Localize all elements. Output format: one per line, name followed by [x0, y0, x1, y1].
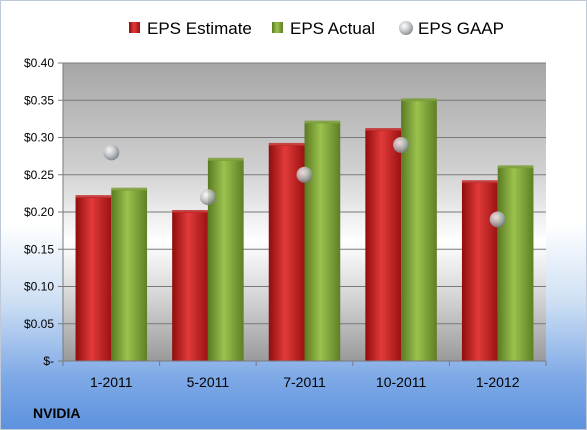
bar-eps-actual: [207, 159, 244, 361]
y-tick-label: $0.30: [24, 131, 54, 145]
y-tick-label: $0.40: [24, 56, 54, 70]
y-tick-label: $0.10: [24, 280, 54, 294]
company-label: NVIDIA: [33, 405, 80, 421]
legend-swatch-eps-gaap: [399, 21, 413, 35]
marker-eps-gaap: [393, 136, 410, 153]
marker-eps-gaap: [296, 166, 313, 183]
bar-top-eps-estimate: [75, 195, 112, 199]
legend: EPS Estimate EPS Actual EPS GAAP: [129, 19, 504, 38]
bar-top-eps-actual: [304, 120, 341, 124]
bar-top-eps-estimate: [172, 210, 208, 213]
x-tick-label: 5-2011: [187, 374, 230, 390]
x-tick-label: 7-2011: [283, 374, 326, 390]
legend-swatch-eps-actual: [272, 22, 283, 33]
bar-top-eps-actual: [111, 187, 148, 191]
bars-layer: [75, 98, 534, 361]
marker-eps-gaap: [489, 211, 506, 228]
marker-eps-gaap: [103, 144, 120, 161]
bar-top-eps-estimate: [461, 180, 498, 184]
y-tick-label: $0.35: [24, 93, 54, 107]
legend-swatch-eps-estimate: [129, 22, 140, 33]
legend-label-eps-estimate: EPS Estimate: [147, 19, 252, 38]
y-tick-label: $-: [43, 354, 54, 368]
x-tick-label: 1-2011: [90, 374, 133, 390]
x-tick-label: 1-2012: [476, 374, 520, 390]
legend-label-eps-gaap: EPS GAAP: [418, 19, 504, 38]
bar-eps-actual: [497, 167, 534, 361]
y-tick-label: $0.15: [24, 242, 54, 256]
bar-top-eps-actual: [497, 165, 534, 169]
bar-eps-estimate: [172, 212, 208, 361]
bar-top-eps-estimate: [365, 128, 402, 132]
bar-top-eps-estimate: [268, 142, 305, 146]
bar-eps-estimate: [75, 197, 112, 361]
bar-eps-actual: [111, 189, 148, 361]
bar-eps-estimate: [268, 144, 305, 361]
bar-top-eps-actual: [207, 157, 244, 161]
bar-eps-estimate: [365, 130, 402, 361]
y-axis: $- $0.05 $0.10 $0.15 $0.20 $0.25 $0.30 $0.35 $0.…: [24, 56, 64, 368]
y-tick-label: $0.05: [24, 317, 54, 331]
bar-eps-estimate: [461, 182, 498, 361]
x-tick-label: 10-2011: [376, 374, 427, 390]
x-axis: 1-2011 5-2011 7-2011 10-2011 1-2012: [62, 360, 547, 390]
y-tick-label: $0.25: [24, 168, 54, 182]
legend-label-eps-actual: EPS Actual: [290, 19, 375, 38]
markers-layer: [103, 136, 506, 228]
marker-eps-gaap: [199, 189, 216, 206]
bar-top-eps-actual: [401, 98, 437, 102]
bar-eps-actual: [304, 122, 341, 361]
y-tick-label: $0.20: [24, 205, 54, 219]
